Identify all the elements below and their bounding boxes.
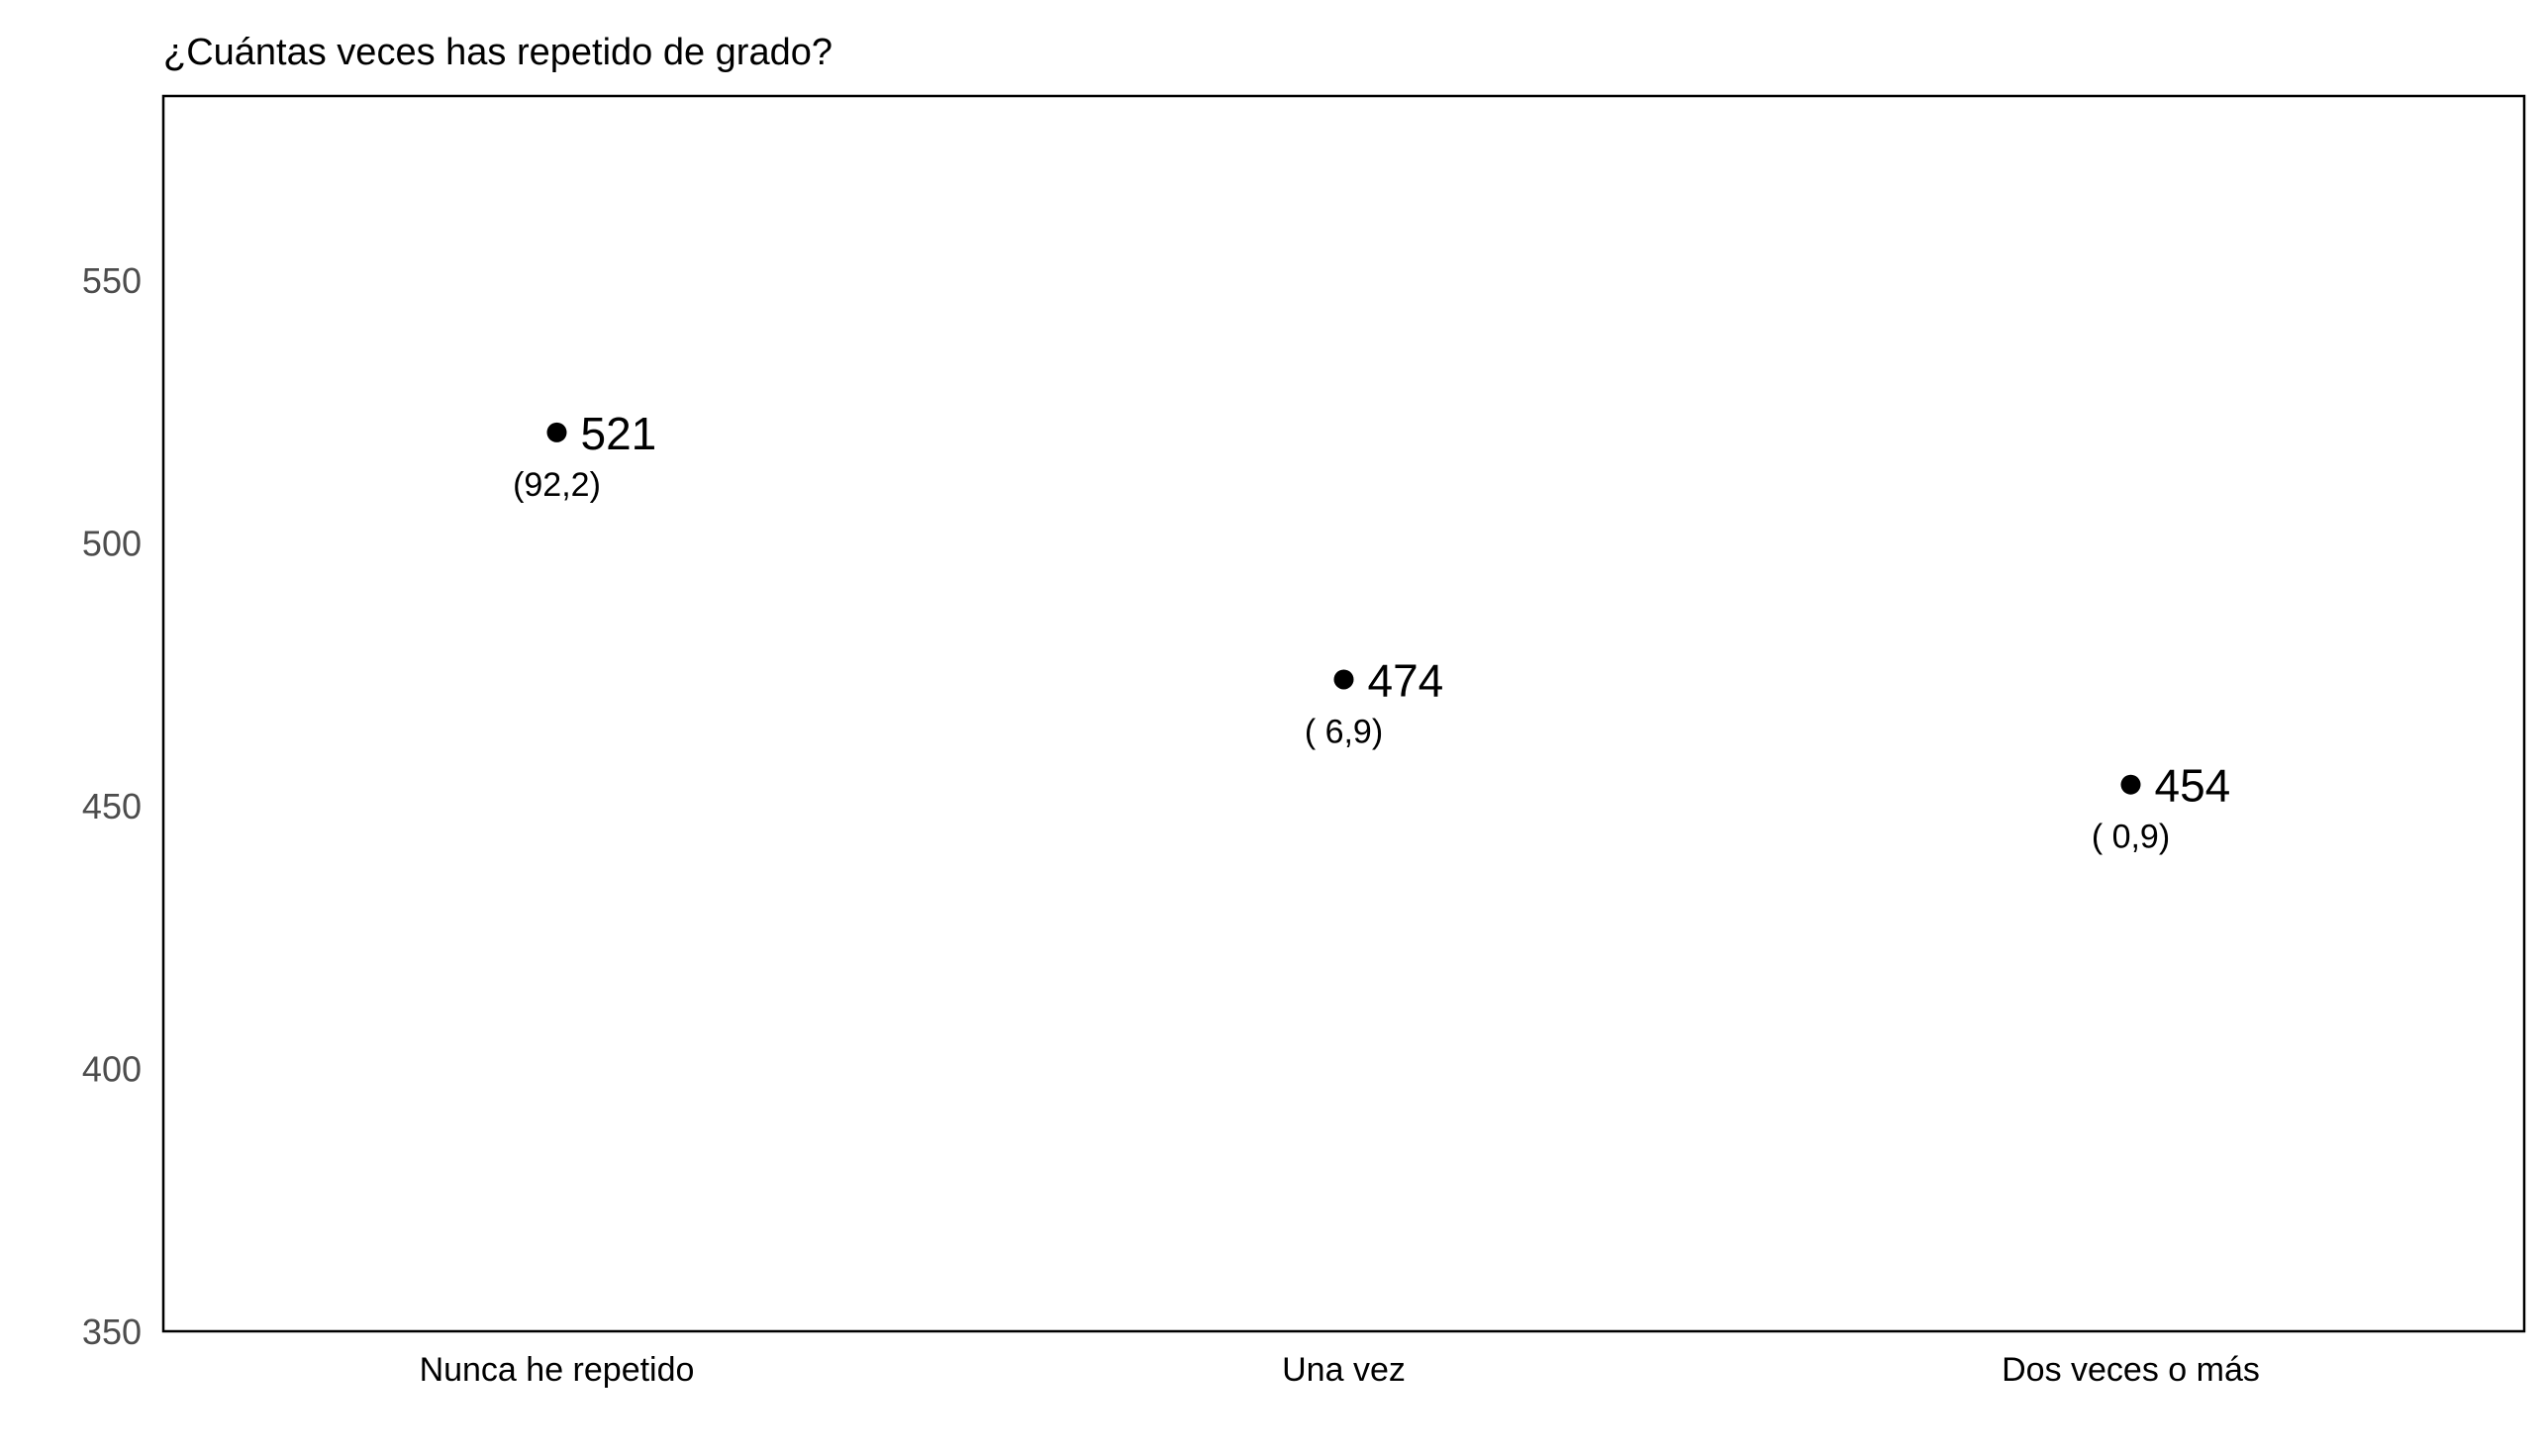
data-points: 521 (92,2) 474 ( 6,9) 454 ( 0,9) bbox=[513, 408, 2230, 856]
data-value-label: 521 bbox=[581, 408, 657, 459]
data-point bbox=[2120, 774, 2141, 795]
y-tick-label: 450 bbox=[82, 786, 142, 826]
data-percentage-label: ( 0,9) bbox=[2092, 819, 2170, 856]
y-tick-label: 350 bbox=[82, 1311, 142, 1352]
plot-frame bbox=[161, 94, 2526, 1333]
y-tick-label: 400 bbox=[82, 1048, 142, 1089]
data-point bbox=[546, 422, 567, 442]
x-tick-label: Dos veces o más bbox=[2002, 1351, 2260, 1389]
y-tick-label: 550 bbox=[82, 260, 142, 301]
y-tick-label: 500 bbox=[82, 523, 142, 563]
data-percentage-label: (92,2) bbox=[513, 466, 601, 504]
data-percentage-label: ( 6,9) bbox=[1305, 713, 1383, 750]
chart-title: ¿Cuántas veces has repetido de grado? bbox=[163, 32, 832, 73]
x-axis-ticks: Nunca he repetido Una vez Dos veces o más bbox=[420, 1351, 2260, 1389]
x-tick-label: Una vez bbox=[1282, 1351, 1406, 1389]
x-tick-label: Nunca he repetido bbox=[420, 1351, 695, 1389]
data-point bbox=[1333, 669, 1354, 690]
data-value-label: 474 bbox=[1368, 654, 1444, 706]
data-value-label: 454 bbox=[2155, 760, 2231, 812]
y-axis-ticks: 350 400 450 500 550 bbox=[82, 260, 142, 1352]
